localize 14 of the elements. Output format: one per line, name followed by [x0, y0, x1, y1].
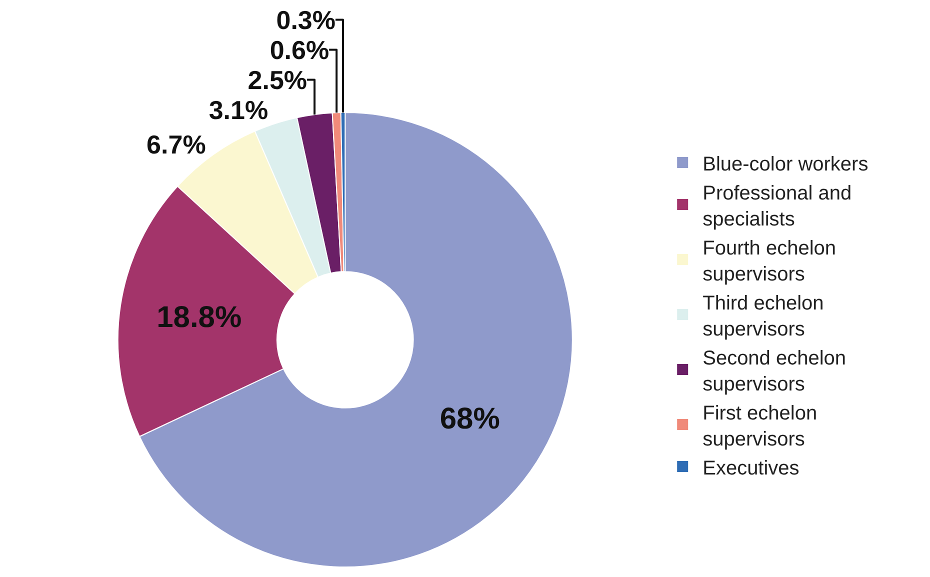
legend-label: Fourth echelon supervisors: [702, 237, 836, 286]
data-label: 68%: [440, 402, 500, 436]
data-label: 6.7%: [146, 130, 206, 160]
data-label: 2.5%: [248, 64, 308, 95]
legend-label: Third echelon supervisors: [702, 292, 824, 340]
data-label: 3.1%: [208, 94, 268, 125]
legend-label: Second echelon supervisors: [702, 347, 846, 396]
legend-label: First echelon supervisors: [702, 402, 818, 450]
legend-label: Blue-color workers: [702, 153, 868, 176]
legend-label: Professional and specialists: [702, 182, 852, 230]
data-label: 18.8%: [156, 301, 242, 334]
data-label: 0.3%: [276, 4, 336, 35]
data-label: 0.6%: [270, 34, 330, 65]
legend-label: Executives: [702, 457, 800, 480]
